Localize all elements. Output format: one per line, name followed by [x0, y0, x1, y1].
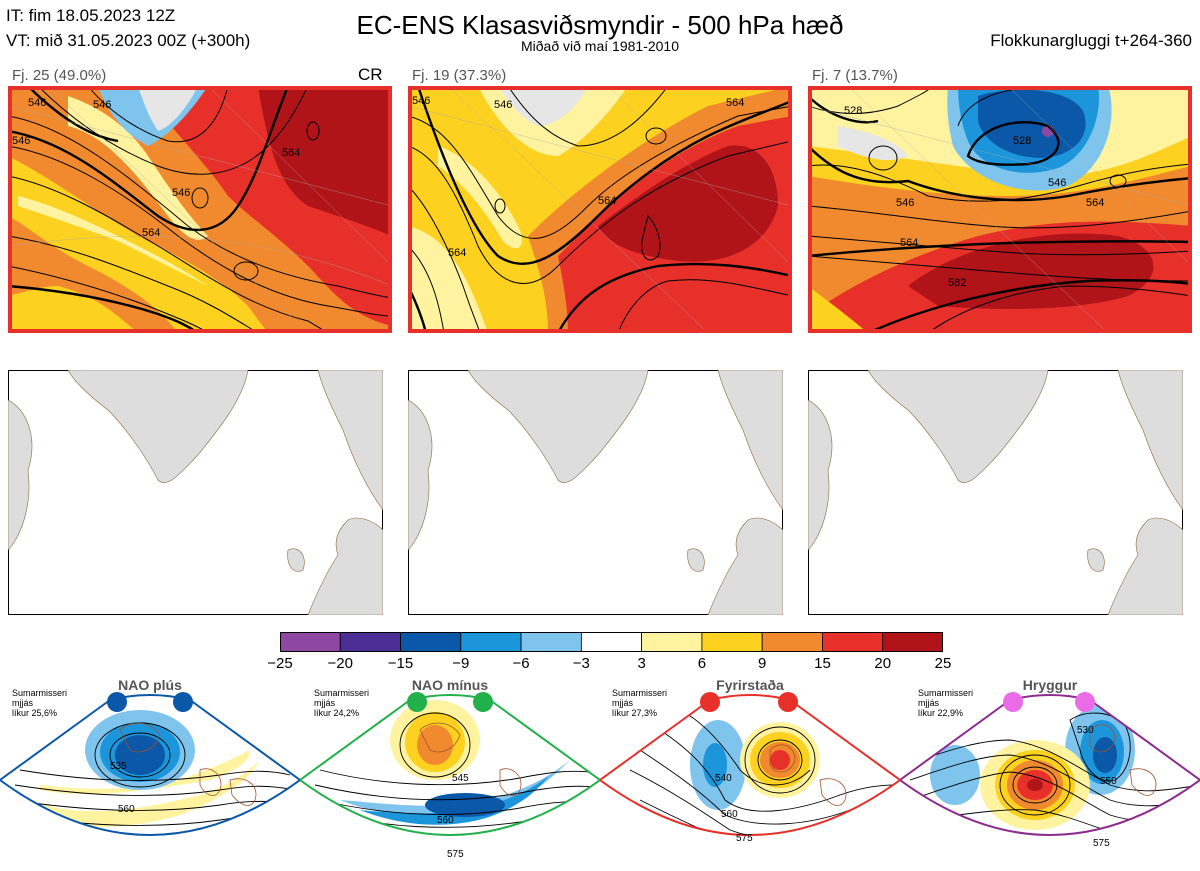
colorbar-svg — [279, 631, 944, 653]
colorbar-segment — [822, 631, 884, 653]
cluster-3-map-svg: 528 528 546 546 564 564 582 — [808, 86, 1192, 333]
regime-2-info: Sumarmisseri mjjás líkur 24,2% — [314, 688, 370, 718]
cluster-3-map: 528 528 546 546 564 564 582 — [808, 86, 1192, 333]
regime-4-name: Hryggur — [1022, 677, 1078, 693]
regime-3-name: Fyrirstaða — [716, 677, 784, 693]
regime-1-contour-label: 560 — [118, 804, 135, 815]
colorbar-segment — [701, 631, 763, 653]
regime-1-contour-label: 535 — [110, 761, 127, 772]
regime-block: 540 560 575 — [600, 690, 900, 871]
page-title: EC-ENS Klasasviðsmyndir - 500 hPa hæð — [356, 10, 844, 40]
empty-map-2 — [408, 370, 783, 615]
regime-2-contour-label: 560 — [437, 815, 454, 826]
colorbar-tick-label: 9 — [758, 655, 767, 672]
colorbar-tick-label: 15 — [814, 655, 831, 672]
regime-ridge: 530 550 575 — [900, 690, 1200, 871]
regime-4-contour-label: 550 — [1100, 776, 1117, 787]
cluster-3-contour-label: 546 — [1048, 177, 1066, 189]
cluster-3-contour-label: 528 — [1013, 135, 1031, 147]
empty-map-3 — [808, 370, 1183, 615]
regime-2-contour-label: 545 — [452, 773, 469, 784]
cluster-3-contour-label: 564 — [1086, 197, 1104, 209]
cluster-2-contour-label: 546 — [494, 99, 512, 111]
colorbar-tick-label: −6 — [512, 655, 530, 672]
cluster-2-contour-label: 564 — [726, 97, 744, 109]
cluster-1-tag: CR — [358, 65, 383, 84]
regime-2-dot-left — [407, 692, 427, 712]
colorbar-tick-label: 3 — [637, 655, 646, 672]
cluster-2-map-svg: 546 546 564 564 564 — [408, 86, 792, 333]
cluster-1-contour-label: 546 — [93, 99, 111, 111]
cluster-3-contour-label: 582 — [948, 277, 966, 289]
colorbar-tick-label: −20 — [327, 655, 353, 672]
colorbar-tick-label: 25 — [934, 655, 952, 672]
cluster-1-contour-label: 546 — [172, 187, 190, 199]
regime-3-dot-left — [700, 692, 720, 712]
cluster-1-map: 546 546 546 546 564 564 — [8, 86, 392, 333]
regime-nao-plus: 535 560 — [0, 690, 300, 871]
cluster-3-label: Fj. 7 (13.7%) — [812, 67, 898, 84]
regime-3-dot-right — [778, 692, 798, 712]
colorbar-tick-label: −3 — [572, 655, 590, 672]
regime-4-contour-label: 575 — [1093, 838, 1110, 849]
colorbar-segment — [882, 631, 944, 653]
regime-3-contour-label: 560 — [721, 809, 738, 820]
regime-1-info: Sumarmisseri mjjás líkur 25,6% — [12, 688, 68, 718]
regime-1-dot-right — [173, 692, 193, 712]
cluster-2-contour-label: 546 — [412, 95, 430, 107]
cluster-1-contour-label: 564 — [142, 227, 160, 239]
cluster-2-contour-label: 564 — [598, 195, 616, 207]
colorbar — [279, 631, 944, 653]
colorbar-segment — [641, 631, 703, 653]
cluster-3-contour-label: 564 — [900, 237, 918, 249]
regime-4-contour-label: 530 — [1077, 725, 1094, 736]
colorbar-segment — [339, 631, 401, 653]
colorbar-segment — [520, 631, 582, 653]
regime-3-contour-label: 540 — [715, 773, 732, 784]
cluster-1-contour-label: 546 — [28, 97, 46, 109]
regime-2-contour-label: 575 — [447, 849, 464, 860]
init-time: IT: fim 18.05.2023 12Z — [6, 6, 176, 25]
cluster-1-map-svg: 546 546 546 546 564 564 — [8, 86, 392, 333]
cluster-2-contour-label: 564 — [448, 247, 466, 259]
valid-time: VT: mið 31.05.2023 00Z (+300h) — [6, 31, 251, 50]
regime-2-dot-right — [473, 692, 493, 712]
cluster-3-contour-label: 546 — [896, 197, 914, 209]
colorbar-segment — [400, 631, 462, 653]
colorbar-tick-label: 20 — [874, 655, 892, 672]
regime-2-name: NAO mínus — [411, 677, 489, 693]
cluster-2-map: 546 546 564 564 564 — [408, 86, 792, 333]
cluster-1-contour-label: 546 — [12, 135, 30, 147]
colorbar-tick-label: −15 — [387, 655, 414, 672]
regime-3-contour-label: 575 — [736, 833, 753, 844]
colorbar-segment — [279, 631, 341, 653]
regime-4-dot-left — [1003, 692, 1023, 712]
colorbar-tick-label: 6 — [697, 655, 707, 672]
classification-window: Flokkunargluggi t+264-360 — [990, 31, 1192, 50]
regime-3-info: Sumarmisseri mjjás líkur 27,3% — [612, 688, 668, 718]
page-subtitle: Miðað við maí 1981-2010 — [521, 38, 679, 54]
regime-4-info: Sumarmisseri mjjás líkur 22,9% — [918, 688, 974, 718]
cluster-1-label: Fj. 25 (49.0%) — [12, 67, 107, 84]
cluster-3-contour-label: 528 — [844, 105, 862, 117]
regime-1-name: NAO plús — [118, 677, 182, 693]
colorbar-segment — [761, 631, 823, 653]
colorbar-tick-label: −9 — [452, 655, 470, 672]
colorbar-tick-label: −25 — [267, 655, 293, 672]
empty-map-1 — [8, 370, 383, 615]
regime-nao-minus: 545 560 575 — [300, 690, 600, 871]
regime-4-dot-right — [1075, 692, 1095, 712]
colorbar-segment — [580, 631, 643, 653]
cluster-1-contour-label: 564 — [282, 147, 300, 159]
regime-1-dot-left — [107, 692, 127, 712]
colorbar-outline — [280, 632, 943, 652]
colorbar-segment — [460, 631, 522, 653]
cluster-2-label: Fj. 19 (37.3%) — [412, 67, 507, 84]
